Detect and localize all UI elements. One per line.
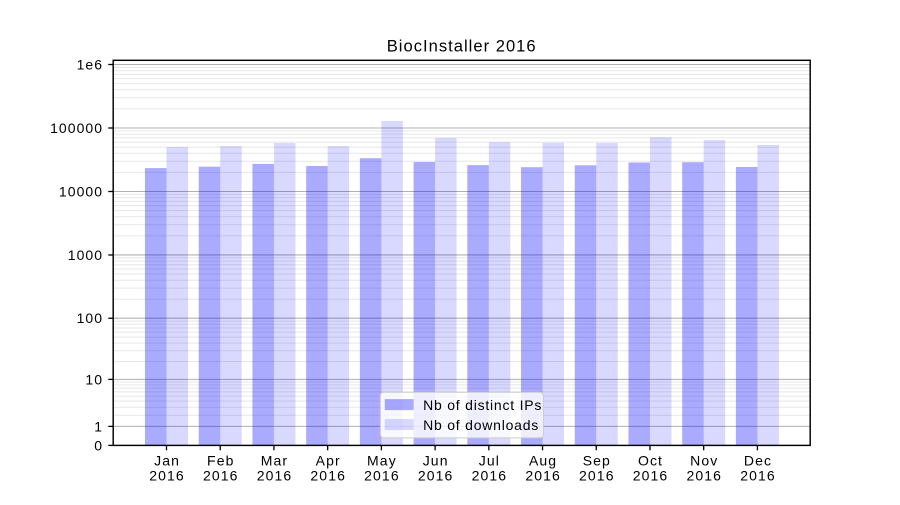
svg-text:Jul: Jul: [479, 452, 500, 468]
svg-text:2016: 2016: [257, 468, 293, 484]
svg-text:Mar: Mar: [261, 452, 288, 468]
svg-text:2016: 2016: [579, 468, 615, 484]
svg-text:2016: 2016: [364, 468, 400, 484]
svg-text:Nb of downloads: Nb of downloads: [423, 417, 539, 433]
svg-text:100000: 100000: [50, 120, 103, 136]
svg-text:Sep: Sep: [583, 452, 611, 468]
svg-text:2016: 2016: [472, 468, 508, 484]
svg-text:2016: 2016: [633, 468, 669, 484]
svg-text:2016: 2016: [149, 468, 185, 484]
svg-text:Apr: Apr: [316, 452, 341, 468]
svg-text:10000: 10000: [59, 183, 103, 199]
svg-text:1000: 1000: [68, 247, 103, 263]
svg-text:0: 0: [94, 437, 103, 453]
svg-text:BiocInstaller 2016: BiocInstaller 2016: [387, 37, 537, 56]
svg-text:10: 10: [85, 371, 103, 387]
svg-text:2016: 2016: [525, 468, 561, 484]
svg-text:Nb of distinct IPs: Nb of distinct IPs: [423, 397, 542, 413]
svg-text:Feb: Feb: [207, 452, 234, 468]
svg-text:2016: 2016: [203, 468, 239, 484]
svg-text:2016: 2016: [418, 468, 454, 484]
svg-text:May: May: [367, 452, 397, 468]
svg-text:2016: 2016: [686, 468, 722, 484]
svg-text:Aug: Aug: [529, 452, 557, 468]
svg-text:100: 100: [77, 310, 104, 326]
svg-text:Jun: Jun: [423, 452, 449, 468]
svg-text:1: 1: [94, 418, 103, 434]
svg-text:Dec: Dec: [744, 452, 772, 468]
svg-text:Oct: Oct: [638, 452, 663, 468]
svg-text:1e6: 1e6: [77, 56, 104, 72]
svg-text:Nov: Nov: [690, 452, 718, 468]
svg-text:2016: 2016: [740, 468, 776, 484]
svg-text:2016: 2016: [310, 468, 346, 484]
svg-text:Jan: Jan: [154, 452, 180, 468]
